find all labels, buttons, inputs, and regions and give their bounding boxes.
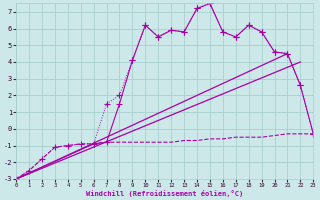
X-axis label: Windchill (Refroidissement éolien,°C): Windchill (Refroidissement éolien,°C) [86, 190, 243, 197]
